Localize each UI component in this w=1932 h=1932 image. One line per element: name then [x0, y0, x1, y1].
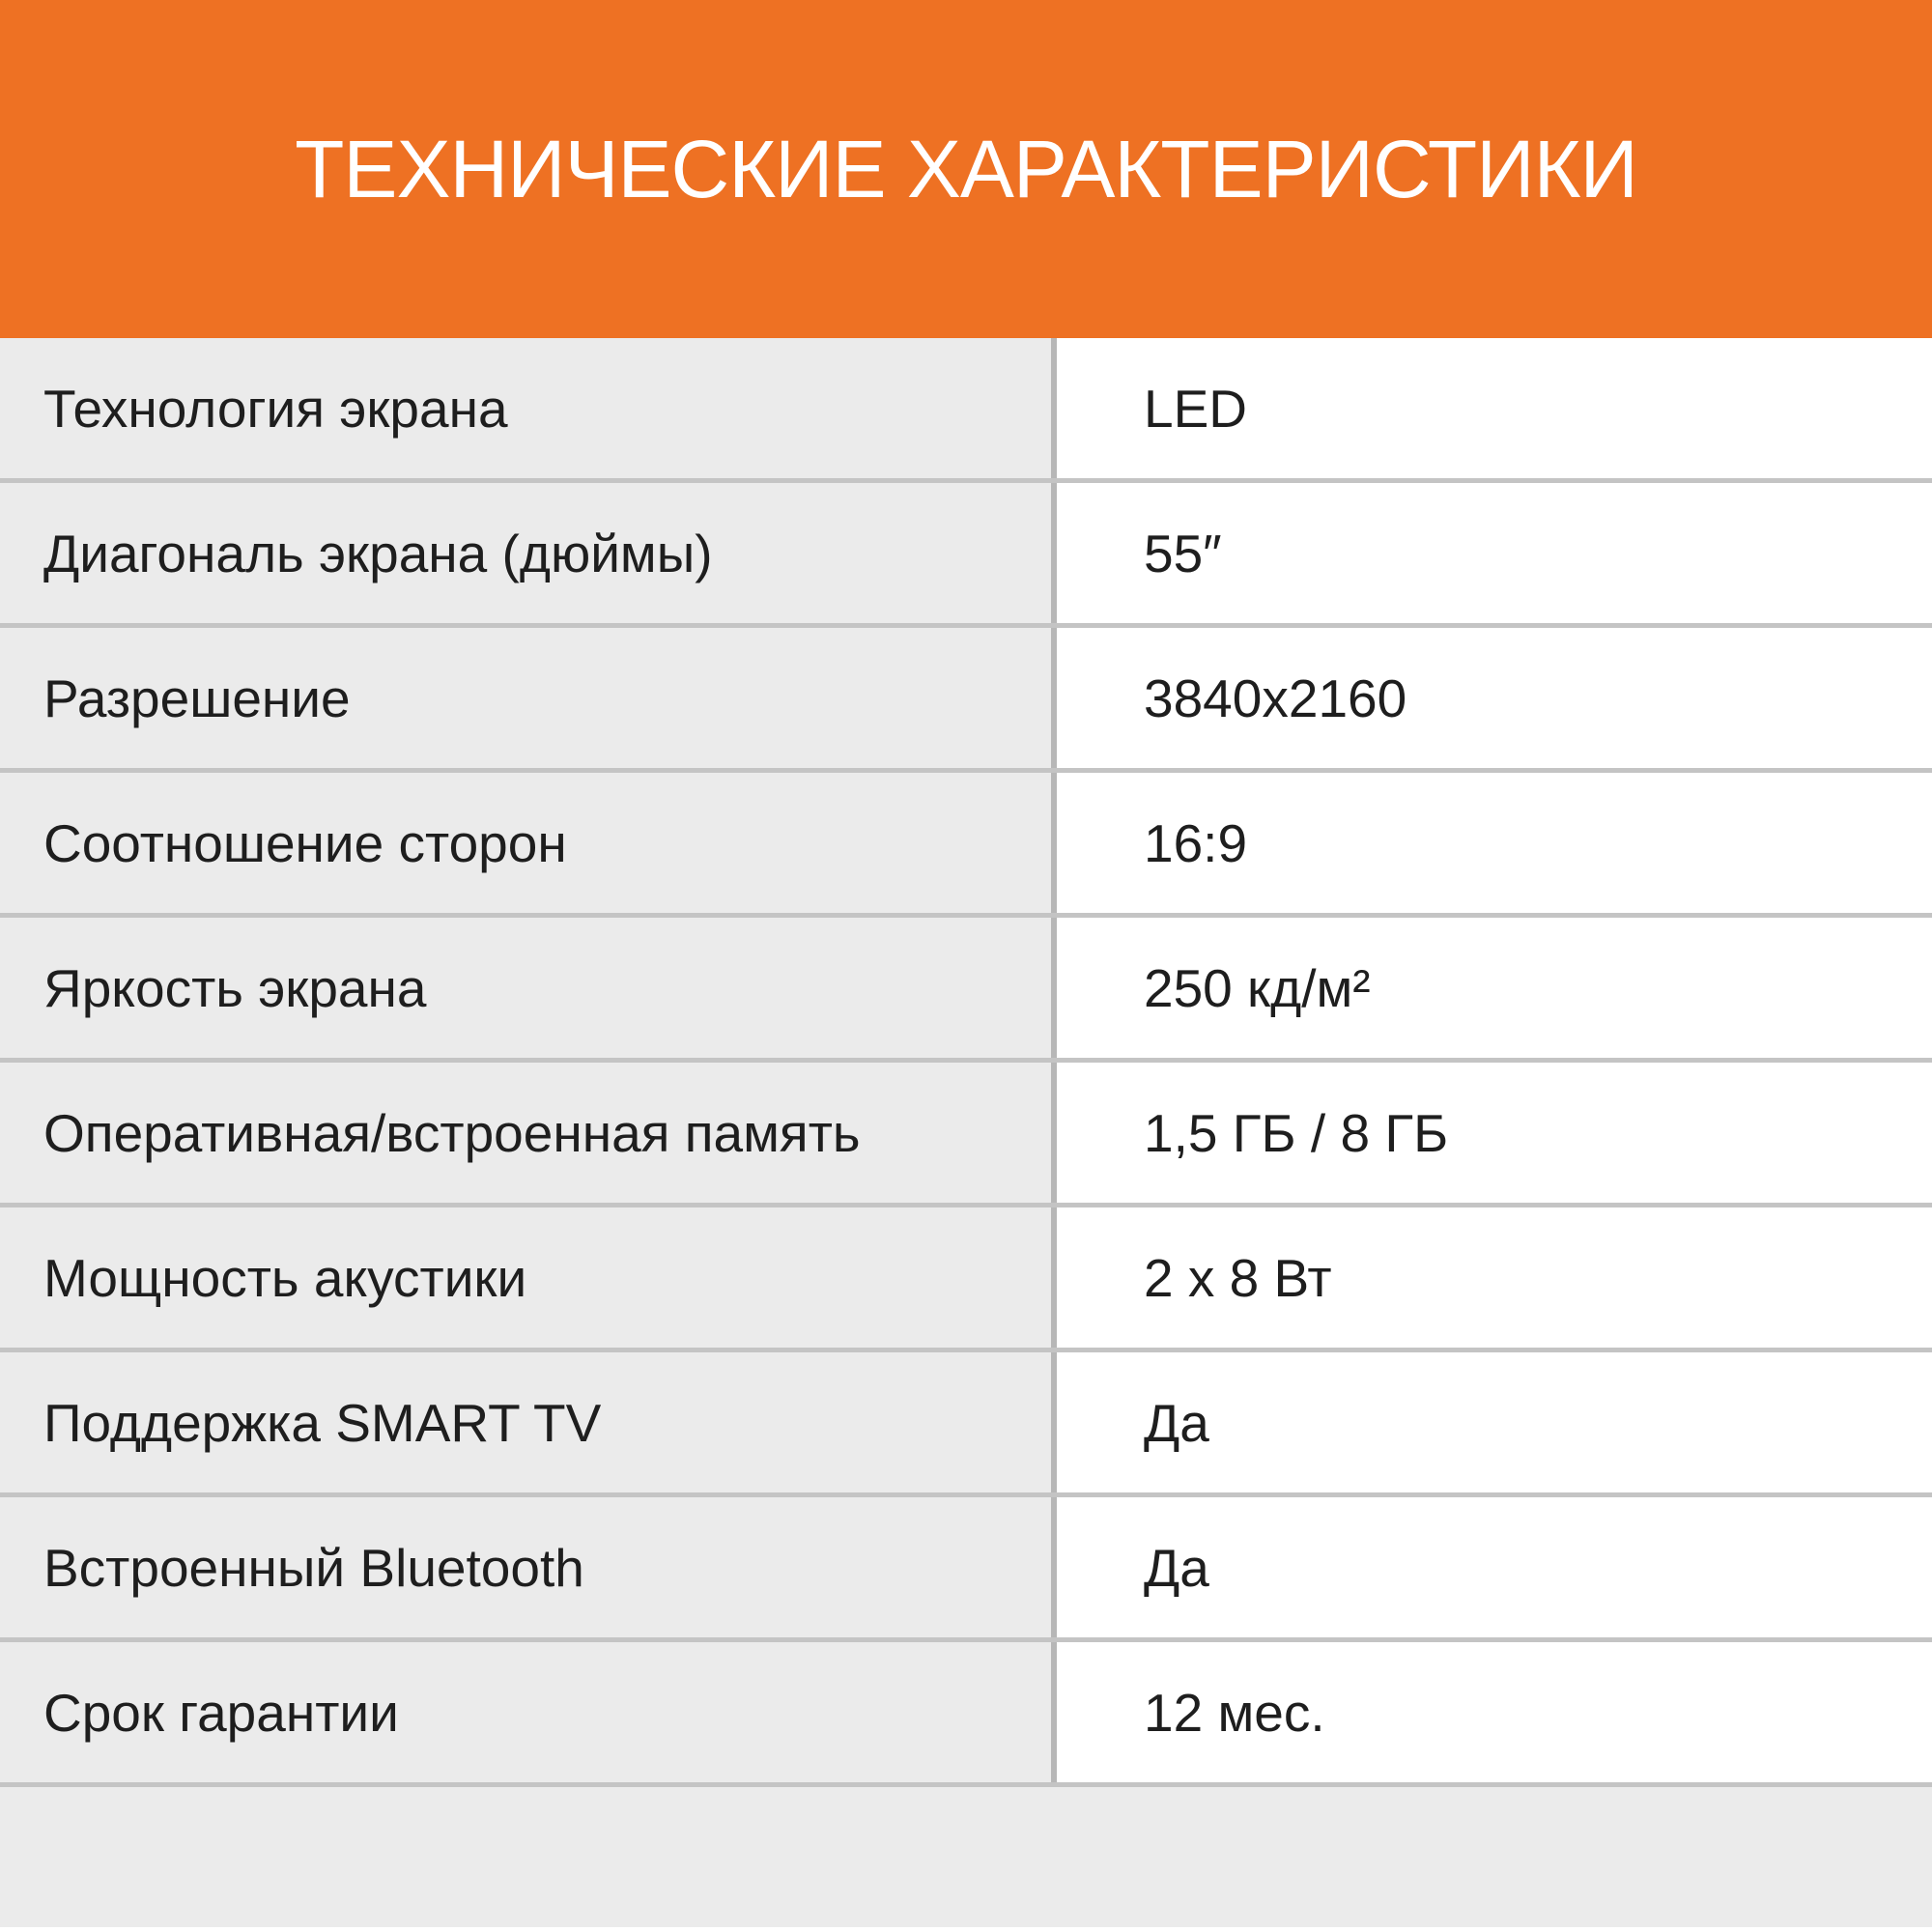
- footer-strip: [0, 1787, 1932, 1927]
- spec-value: 1,5 ГБ / 8 ГБ: [1057, 1063, 1932, 1203]
- header-banner: ТЕХНИЧЕСКИЕ ХАРАКТЕРИСТИКИ: [0, 0, 1932, 338]
- spec-row: Соотношение сторон 16:9: [0, 773, 1932, 918]
- spec-value: 2 x 8 Вт: [1057, 1208, 1932, 1348]
- spec-label: Срок гарантии: [0, 1642, 1057, 1782]
- spec-value: Да: [1057, 1352, 1932, 1492]
- spec-row: Технология экрана LED: [0, 338, 1932, 483]
- spec-row: Разрешение 3840x2160: [0, 628, 1932, 773]
- spec-label: Разрешение: [0, 628, 1057, 768]
- spec-value: 12 мес.: [1057, 1642, 1932, 1782]
- spec-table: Технология экрана LED Диагональ экрана (…: [0, 338, 1932, 1787]
- spec-label: Встроенный Bluetooth: [0, 1497, 1057, 1637]
- spec-row: Яркость экрана 250 кд/м²: [0, 918, 1932, 1063]
- spec-row: Поддержка SMART TV Да: [0, 1352, 1932, 1497]
- spec-label: Оперативная/встроенная память: [0, 1063, 1057, 1203]
- spec-label: Диагональ экрана (дюймы): [0, 483, 1057, 623]
- spec-row: Мощность акустики 2 x 8 Вт: [0, 1208, 1932, 1352]
- spec-value: 3840x2160: [1057, 628, 1932, 768]
- spec-row: Срок гарантии 12 мес.: [0, 1642, 1932, 1787]
- spec-value: 55″: [1057, 483, 1932, 623]
- spec-value: 16:9: [1057, 773, 1932, 913]
- page-title: ТЕХНИЧЕСКИЕ ХАРАКТЕРИСТИКИ: [295, 123, 1638, 214]
- spec-row: Оперативная/встроенная память 1,5 ГБ / 8…: [0, 1063, 1932, 1208]
- spec-value: 250 кд/м²: [1057, 918, 1932, 1058]
- spec-label: Мощность акустики: [0, 1208, 1057, 1348]
- spec-label: Технология экрана: [0, 338, 1057, 478]
- spec-label: Яркость экрана: [0, 918, 1057, 1058]
- spec-value: Да: [1057, 1497, 1932, 1637]
- spec-row: Диагональ экрана (дюймы) 55″: [0, 483, 1932, 628]
- spec-label: Поддержка SMART TV: [0, 1352, 1057, 1492]
- spec-row: Встроенный Bluetooth Да: [0, 1497, 1932, 1642]
- spec-value: LED: [1057, 338, 1932, 478]
- spec-label: Соотношение сторон: [0, 773, 1057, 913]
